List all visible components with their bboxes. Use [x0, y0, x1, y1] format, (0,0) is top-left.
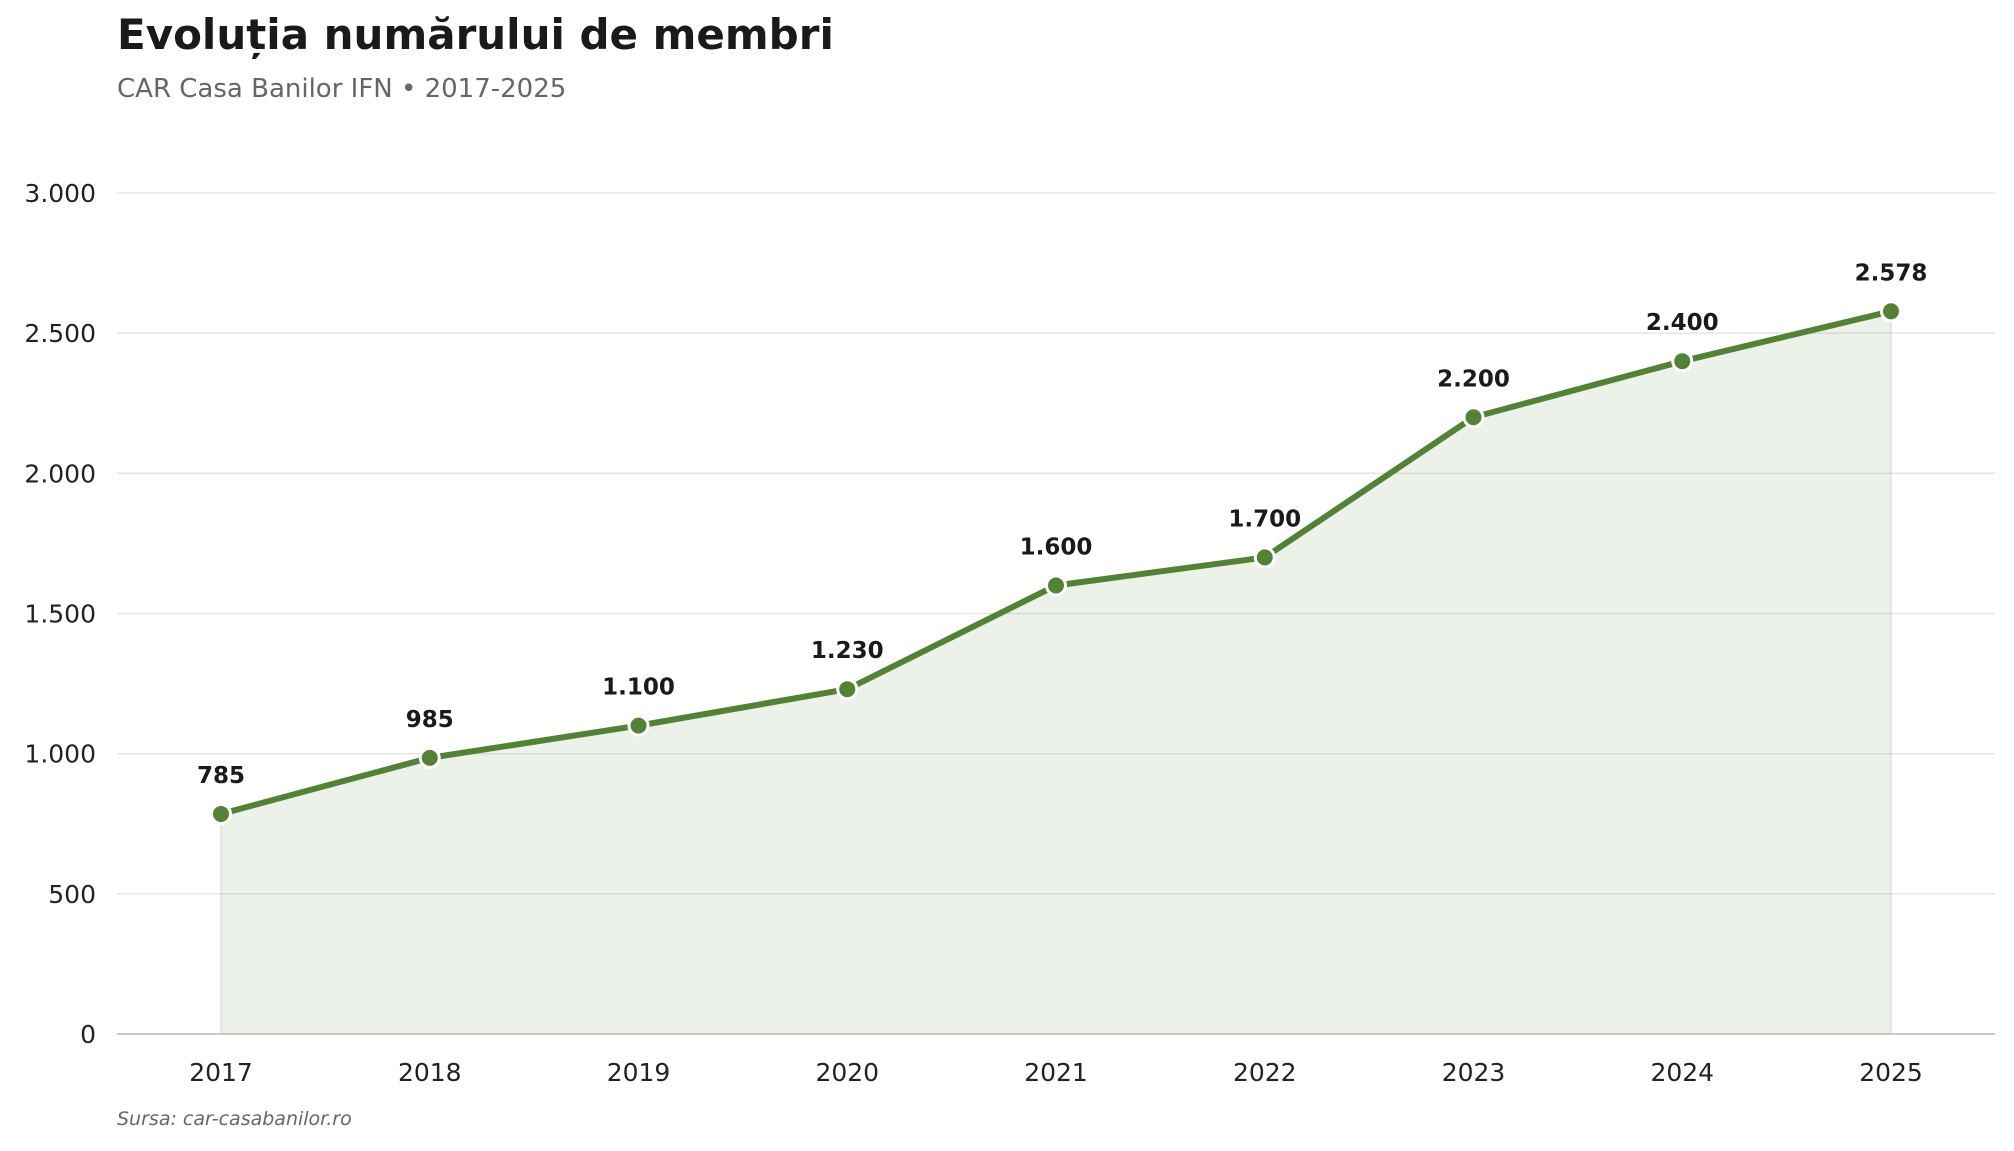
y-tick-label: 2.500 [24, 319, 96, 348]
y-tick-label: 500 [48, 880, 96, 909]
data-label: 2.578 [1855, 260, 1928, 286]
x-tick-label: 2017 [189, 1058, 253, 1087]
data-label: 1.230 [811, 638, 884, 664]
data-point [1462, 406, 1485, 429]
data-label: 1.100 [602, 675, 675, 701]
x-tick-label: 2021 [1024, 1058, 1088, 1087]
data-label: 985 [406, 707, 454, 733]
data-label: 2.400 [1646, 310, 1719, 336]
data-point [418, 746, 441, 769]
chart-subtitle: CAR Casa Banilor IFN • 2017-2025 [117, 74, 567, 104]
y-tick-label: 2.000 [24, 459, 96, 488]
chart-title: Evoluția numărului de membri [117, 10, 834, 59]
data-point [1045, 574, 1067, 597]
y-tick-label: 0 [80, 1020, 96, 1049]
x-tick-label: 2019 [607, 1058, 671, 1087]
x-tick-label: 2024 [1650, 1058, 1714, 1087]
data-label: 1.700 [1228, 506, 1301, 532]
y-tick-label: 1.500 [24, 600, 96, 629]
data-label: 1.600 [1020, 534, 1093, 560]
data-point [1880, 300, 1902, 323]
data-point [627, 714, 650, 737]
data-label: 785 [197, 763, 245, 789]
data-point [836, 678, 859, 701]
y-tick-label: 3.000 [24, 179, 96, 208]
x-tick-label: 2020 [815, 1058, 879, 1087]
area-fill [220, 310, 1892, 1035]
data-point [1253, 546, 1276, 569]
data-label: 2.200 [1437, 366, 1510, 392]
x-tick-label: 2022 [1233, 1058, 1297, 1087]
source-note: Sursa: car-casabanilor.ro [117, 1108, 352, 1130]
y-tick-label: 1.000 [24, 740, 96, 769]
data-point [210, 802, 232, 825]
x-tick-label: 2018 [398, 1058, 462, 1087]
x-tick-label: 2025 [1859, 1058, 1923, 1087]
x-tick-label: 2023 [1442, 1058, 1506, 1087]
data-point [1671, 350, 1694, 373]
